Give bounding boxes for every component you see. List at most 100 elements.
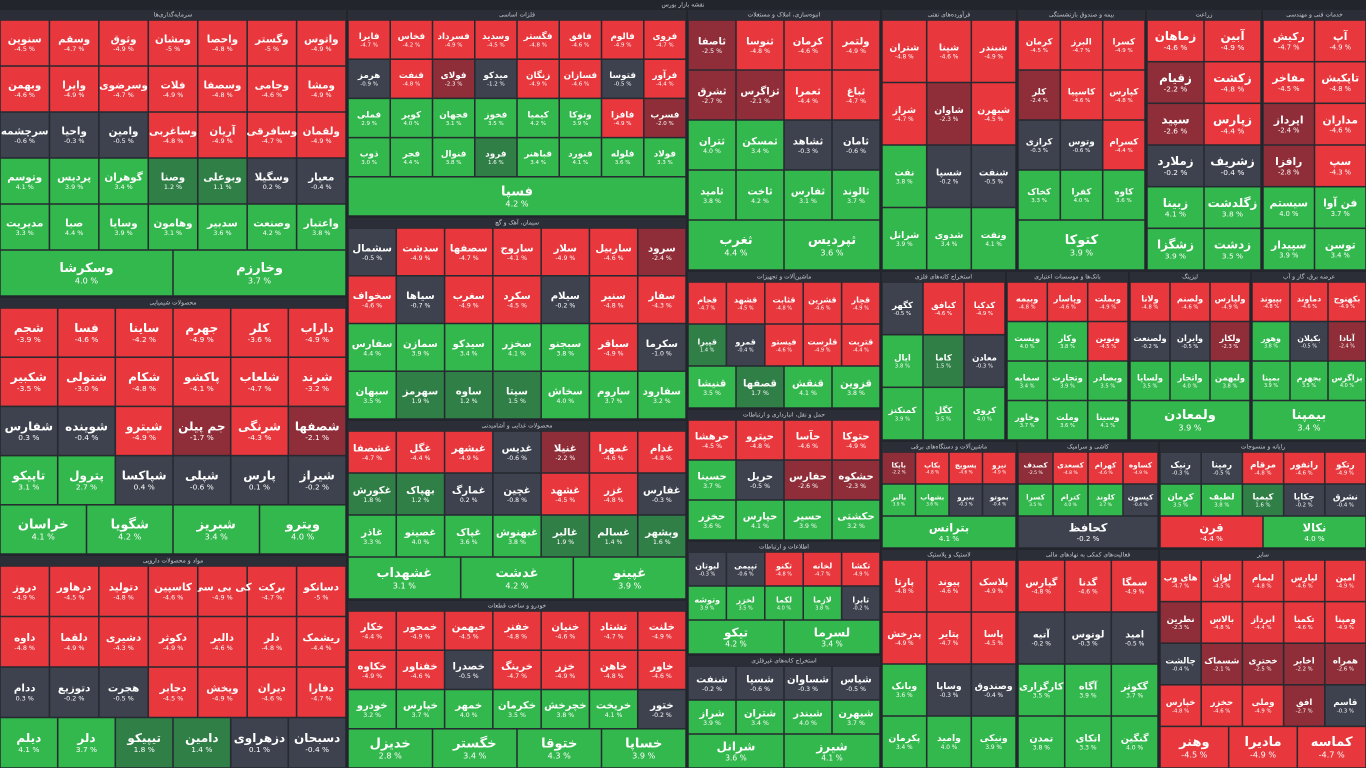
tile-symbol: زکشت — [1213, 71, 1252, 86]
sector-title: زراعت — [1196, 12, 1213, 19]
tile — [296, 667, 346, 718]
tile-change: -4.6 % — [555, 634, 575, 641]
tile-change: -4.7 % — [64, 45, 85, 53]
tile-symbol: شگویا — [111, 516, 149, 532]
tile — [493, 515, 541, 557]
tile-change: -4.6 % — [362, 303, 382, 310]
tile-change: 3.7 % — [1020, 423, 1035, 429]
tile-symbol: حسینا — [697, 472, 726, 483]
tile-change: -4.9 % — [190, 335, 214, 344]
sector-title: بیمه و صندوق بازنشستگی — [1049, 11, 1115, 19]
tile-symbol: سکرد — [503, 291, 530, 302]
tile — [882, 334, 923, 388]
tile-change: -4.8 % — [14, 644, 35, 652]
tile-symbol: امین — [1336, 573, 1356, 583]
tile-symbol: لسرما — [814, 625, 850, 639]
tile — [637, 689, 686, 729]
tile — [1263, 516, 1366, 548]
tile — [348, 98, 390, 138]
tile-change: -2.6 % — [798, 483, 818, 490]
tile — [1263, 186, 1315, 229]
tile-symbol: گپارس — [1025, 577, 1058, 589]
tile-symbol: خفنر — [504, 622, 530, 633]
tile — [882, 82, 927, 145]
tile — [493, 689, 541, 729]
tile-change: 3.9 % — [618, 580, 641, 590]
tile-symbol: ذوب — [360, 150, 379, 160]
tile — [49, 20, 99, 66]
tile-change: -4.6 % — [163, 593, 184, 601]
tile-change: -4.6 % — [959, 470, 973, 476]
tile-change: -4.7 % — [814, 571, 830, 577]
tile-change: -4.7 % — [1278, 43, 1300, 51]
tile — [1147, 103, 1204, 145]
tile-symbol: شنفت — [696, 675, 728, 686]
tile-change: -4.9 % — [1329, 43, 1351, 51]
tile-symbol: کسعدی — [1057, 460, 1084, 469]
tile-change: 1.6 % — [653, 539, 671, 546]
tile — [1064, 560, 1112, 612]
tile-symbol: کلوند — [1096, 492, 1116, 501]
tile — [644, 137, 686, 177]
tile — [1263, 103, 1315, 145]
tile-symbol: شپنا — [939, 42, 959, 53]
tile — [1087, 400, 1128, 440]
tile-symbol: شرنگی — [238, 419, 281, 433]
tile-change: -0.5 % — [113, 694, 134, 702]
tile-change: 3.4 % — [460, 350, 478, 357]
tile — [688, 324, 727, 366]
tile-change: 3.9 % — [893, 502, 905, 508]
tile-symbol: بسویچ — [955, 462, 977, 470]
tile-symbol: سغرب — [453, 291, 485, 302]
tile-symbol: گوهران — [104, 170, 142, 183]
tile-change: -2.4 % — [652, 255, 672, 262]
tile-change: 1.2 % — [164, 183, 182, 191]
tile-change: -4.8 % — [1221, 85, 1245, 94]
tile-change: -0.3 % — [1337, 708, 1354, 714]
tile-change: -0.6 % — [507, 455, 527, 462]
tile — [148, 158, 198, 204]
tile — [1314, 20, 1366, 62]
tile-change: 3.4 % — [1297, 423, 1320, 433]
tile-change: 3.9 % — [1264, 383, 1278, 389]
tile-change: 3.7 % — [1126, 692, 1143, 699]
tile-symbol: وسینا — [1096, 412, 1119, 423]
tile-symbol: گدنا — [1079, 577, 1098, 589]
tile-change: 4.1 % — [799, 390, 817, 397]
sector-title: بانک‌ها و موسسات اعتباری — [1034, 274, 1101, 281]
tile-change: -0.6 % — [846, 148, 866, 155]
tile-change: 4.1 % — [1165, 210, 1186, 219]
tile-change: -0.3 % — [1078, 640, 1098, 647]
tile — [173, 250, 346, 296]
tile-symbol: ولقمان — [303, 125, 340, 137]
tile-symbol: فنوال — [441, 150, 467, 160]
tile-change: -4.9 % — [652, 634, 672, 641]
tile-change: -4.7 % — [459, 255, 479, 262]
tile-change: -0.5 % — [362, 255, 382, 262]
tile-change: -4.7 % — [262, 593, 283, 601]
tile-change: 1.8 % — [134, 745, 155, 754]
tile-symbol: خودرو — [356, 701, 388, 712]
tile-symbol: فگستر — [523, 31, 553, 42]
tile-change: 3.5 % — [488, 121, 504, 127]
tile-change: -0.2 % — [652, 712, 672, 719]
tile-change: -4.9 % — [1337, 471, 1354, 477]
tile-change: 3.4 % — [821, 639, 842, 648]
tile-change: -4.8 % — [895, 589, 914, 595]
tile-change: -4.8 % — [1032, 588, 1052, 595]
tile — [0, 505, 87, 554]
tile — [49, 158, 99, 204]
tile — [589, 650, 638, 690]
tile-change: 3.7 % — [847, 720, 865, 727]
tile-symbol: شوینده — [65, 419, 108, 434]
tile-symbol: غاذر — [360, 527, 383, 538]
tile-change: 3.5 % — [1033, 692, 1050, 699]
tile-change: -4.8 % — [113, 593, 134, 601]
tile-change: -4.6 % — [940, 589, 959, 595]
tile-change: 4.3 % — [548, 751, 571, 761]
tile — [517, 137, 559, 177]
tile-change: -2.7 % — [702, 98, 722, 105]
tile-symbol: دلقما — [60, 632, 87, 644]
tile — [1123, 452, 1158, 484]
tile-symbol: فلوله — [611, 150, 635, 160]
